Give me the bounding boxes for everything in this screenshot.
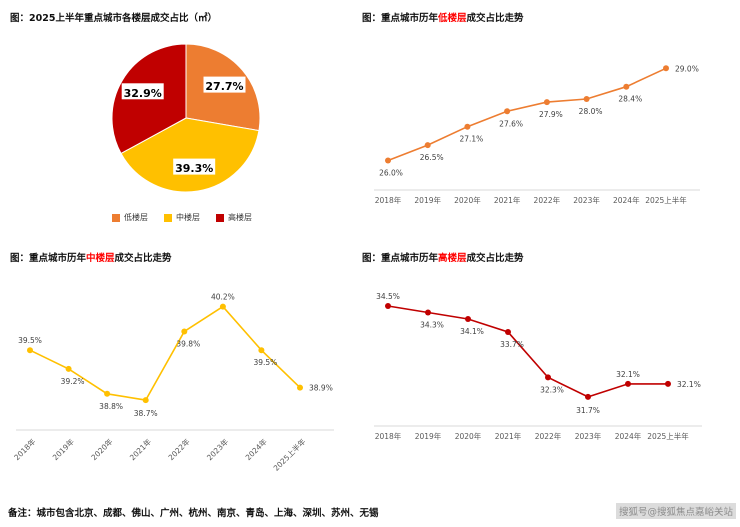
title-highlight: 低楼层	[438, 13, 467, 24]
svg-text:27.6%: 27.6%	[499, 119, 523, 128]
svg-text:2018年: 2018年	[375, 195, 402, 205]
svg-text:2019年: 2019年	[414, 195, 441, 205]
svg-text:2021年: 2021年	[495, 431, 522, 441]
svg-text:34.5%: 34.5%	[376, 292, 400, 301]
title-text: 图：重点城市历年	[362, 253, 439, 264]
svg-text:2020年: 2020年	[455, 431, 482, 441]
svg-text:34.1%: 34.1%	[460, 327, 484, 336]
pie-panel: 图：2025上半年重点城市各楼层成交占比（㎡） 27.7% 39.3% 32.9% …	[6, 6, 358, 246]
title-text: 成交占比走势	[466, 13, 524, 24]
footer-note: 备注：城市包含北京、成都、佛山、广州、杭州、南京、青岛、上海、深圳、苏州、无锡	[8, 508, 379, 519]
legend-item: 中楼层	[164, 212, 200, 223]
high-floor-chart-title: 图：重点城市历年高楼层成交占比走势	[358, 246, 738, 266]
svg-text:2022年: 2022年	[534, 195, 561, 205]
footer: 备注：城市包含北京、成都、佛山、广州、杭州、南京、青岛、上海、深圳、苏州、无锡 …	[6, 494, 738, 527]
svg-text:27.7%: 27.7%	[205, 80, 243, 93]
svg-text:32.3%: 32.3%	[540, 385, 564, 394]
svg-text:2020年: 2020年	[89, 436, 115, 462]
title-text: 成交占比走势	[114, 253, 172, 264]
svg-text:26.5%: 26.5%	[420, 153, 444, 162]
low-floor-line-chart: 2018年 2019年 2020年 2021年 2022年 2023年 2024年 2025上…	[374, 64, 700, 205]
high-floor-panel: 图：重点城市历年高楼层成交占比走势 2018年 2019年 2020年 2021年 20…	[358, 246, 738, 494]
svg-text:2024年: 2024年	[243, 436, 269, 462]
svg-text:40.2%: 40.2%	[211, 293, 235, 302]
mid-floor-chart-title: 图：重点城市历年中楼层成交占比走势	[6, 246, 358, 266]
pie-legend: 低楼层 中楼层 高楼层	[6, 212, 358, 223]
svg-text:2022年: 2022年	[535, 431, 562, 441]
svg-text:2025上半年: 2025上半年	[647, 431, 689, 441]
svg-text:2023年: 2023年	[573, 195, 600, 205]
mid-floor-panel: 图：重点城市历年中楼层成交占比走势 2018年 2019年 2020年 2021年 20…	[6, 246, 358, 494]
svg-text:2021年: 2021年	[127, 436, 153, 462]
low-floor-panel: 图：重点城市历年低楼层成交占比走势 2018年 2019年 2020年 2021年 20…	[358, 6, 738, 246]
pie-chart: 27.7% 39.3% 32.9%	[111, 43, 261, 193]
svg-text:32.9%: 32.9%	[124, 87, 162, 100]
legend-swatch	[112, 213, 120, 222]
high-floor-line-chart: 2018年 2019年 2020年 2021年 2022年 2023年 2024年 2025上…	[374, 292, 702, 441]
title-highlight: 高楼层	[438, 253, 467, 264]
svg-text:2018年: 2018年	[375, 431, 402, 441]
svg-text:2023年: 2023年	[204, 436, 230, 462]
svg-text:2024年: 2024年	[613, 195, 640, 205]
svg-text:32.1%: 32.1%	[677, 380, 701, 389]
svg-text:39.3%: 39.3%	[175, 162, 213, 175]
legend-label: 低楼层	[124, 213, 148, 222]
svg-text:2023年: 2023年	[575, 431, 602, 441]
title-highlight: 中楼层	[86, 253, 115, 264]
svg-text:38.8%: 38.8%	[99, 402, 123, 411]
legend-label: 中楼层	[176, 213, 200, 222]
mid-floor-line-chart: 2018年 2019年 2020年 2021年 2022年 2023年 2024年 2025上…	[12, 293, 334, 473]
svg-text:27.9%: 27.9%	[539, 110, 563, 119]
svg-text:39.8%: 39.8%	[176, 340, 200, 349]
svg-text:2019年: 2019年	[415, 431, 442, 441]
svg-text:2025上半年: 2025上半年	[271, 436, 308, 473]
title-text: 图：重点城市历年	[362, 13, 439, 24]
svg-text:2018年: 2018年	[12, 436, 38, 462]
svg-text:2021年: 2021年	[494, 195, 521, 205]
legend-item: 高楼层	[216, 212, 252, 223]
svg-text:39.5%: 39.5%	[253, 358, 277, 367]
title-text: 成交占比走势	[466, 253, 524, 264]
legend-label: 高楼层	[228, 213, 252, 222]
legend-item: 低楼层	[112, 212, 148, 223]
title-text: 图：2025上半年重点城市各楼层成交占比（㎡）	[10, 13, 217, 24]
svg-text:2020年: 2020年	[454, 195, 481, 205]
watermark: 搜狐号@搜狐焦点嘉峪关站	[615, 503, 736, 519]
svg-text:33.7%: 33.7%	[500, 340, 524, 349]
svg-text:39.2%: 39.2%	[61, 377, 85, 386]
svg-text:38.7%: 38.7%	[134, 409, 158, 418]
legend-swatch	[164, 213, 172, 222]
low-floor-chart-title: 图：重点城市历年低楼层成交占比走势	[358, 6, 738, 26]
svg-text:32.1%: 32.1%	[616, 370, 640, 379]
svg-text:38.9%: 38.9%	[309, 384, 333, 393]
svg-text:27.1%: 27.1%	[459, 135, 483, 144]
svg-text:28.4%: 28.4%	[618, 95, 642, 104]
svg-text:29.0%: 29.0%	[675, 64, 699, 73]
svg-text:31.7%: 31.7%	[576, 406, 600, 415]
svg-text:28.0%: 28.0%	[579, 107, 603, 116]
pie-chart-wrap: 27.7% 39.3% 32.9%	[6, 26, 358, 212]
svg-text:2025上半年: 2025上半年	[645, 195, 687, 205]
svg-text:34.3%: 34.3%	[420, 321, 444, 330]
svg-text:2019年: 2019年	[50, 436, 76, 462]
legend-swatch	[216, 213, 224, 222]
svg-text:39.5%: 39.5%	[18, 336, 42, 345]
svg-text:2022年: 2022年	[166, 436, 192, 462]
pie-chart-title: 图：2025上半年重点城市各楼层成交占比（㎡）	[6, 6, 358, 26]
svg-text:2024年: 2024年	[615, 431, 642, 441]
title-text: 图：重点城市历年	[10, 253, 87, 264]
svg-text:26.0%: 26.0%	[379, 169, 403, 178]
